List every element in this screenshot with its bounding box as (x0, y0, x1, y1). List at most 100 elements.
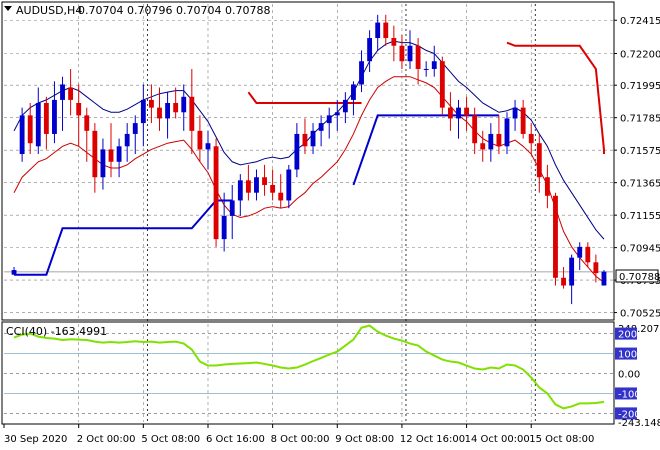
candle[interactable] (528, 123, 534, 155)
candle-body (536, 143, 542, 178)
cci-level-badge (615, 407, 637, 420)
candle[interactable] (544, 164, 550, 209)
candle[interactable] (254, 169, 259, 201)
candle[interactable] (302, 118, 308, 155)
candle[interactable] (391, 25, 397, 62)
candle[interactable] (334, 99, 340, 131)
candle-body (148, 99, 154, 108)
candle[interactable] (407, 30, 413, 69)
candle-body (318, 123, 324, 131)
candle[interactable] (480, 130, 486, 162)
candle[interactable] (11, 266, 17, 275)
candle-body (496, 133, 502, 147)
candle[interactable] (464, 96, 470, 131)
candle[interactable] (270, 169, 276, 201)
current-price-marker (615, 269, 659, 283)
candle[interactable] (431, 45, 437, 77)
cci-level-label: -200 (618, 409, 641, 420)
candle[interactable] (593, 254, 599, 283)
candle-body (11, 270, 17, 275)
candle[interactable] (181, 84, 187, 131)
candle[interactable] (108, 123, 114, 178)
candle[interactable] (423, 61, 429, 77)
stop-line-3 (506, 41, 605, 155)
candle[interactable] (496, 115, 502, 155)
candle[interactable] (19, 107, 25, 162)
cci-level-label: -100 (618, 389, 641, 400)
candle-body (132, 123, 138, 134)
candle[interactable] (140, 84, 146, 147)
candle[interactable] (286, 164, 292, 209)
candle[interactable] (447, 92, 453, 131)
candle[interactable] (92, 123, 98, 193)
candle[interactable] (189, 68, 195, 155)
candle[interactable] (342, 92, 348, 124)
price-tick-label: 0.71155 (620, 211, 660, 222)
candle[interactable] (294, 123, 300, 178)
candle[interactable] (27, 102, 33, 155)
candle[interactable] (100, 138, 106, 190)
candle-body (585, 246, 591, 263)
candle[interactable] (229, 184, 235, 240)
candle[interactable] (116, 138, 122, 178)
candle[interactable] (262, 164, 267, 196)
candle-body (254, 177, 259, 193)
candle[interactable] (359, 50, 364, 93)
candle[interactable] (205, 130, 211, 170)
candle[interactable] (173, 87, 179, 119)
candle[interactable] (318, 115, 324, 147)
candle[interactable] (237, 174, 243, 216)
candle[interactable] (472, 107, 478, 155)
candle[interactable] (488, 123, 494, 162)
candle-body (310, 130, 316, 147)
candle-body (342, 99, 348, 113)
candle[interactable] (383, 14, 389, 46)
candle[interactable] (245, 164, 251, 201)
candle[interactable] (512, 99, 518, 131)
candle[interactable] (310, 123, 316, 155)
candle[interactable] (520, 99, 526, 139)
candle[interactable] (278, 174, 284, 209)
candle[interactable] (399, 34, 405, 69)
candle[interactable] (367, 30, 373, 73)
candle[interactable] (536, 133, 542, 193)
candle[interactable] (585, 242, 591, 267)
stop-line-0 (14, 199, 233, 276)
price-tick-label: 0.71365 (620, 179, 660, 190)
candle[interactable] (221, 192, 227, 252)
candle[interactable] (60, 76, 65, 131)
candle[interactable] (375, 14, 381, 51)
candle[interactable] (43, 96, 49, 150)
cci-layer (4, 324, 614, 414)
candle[interactable] (601, 270, 607, 286)
candle[interactable] (415, 38, 421, 85)
candle[interactable] (351, 81, 356, 116)
candle[interactable] (52, 81, 57, 144)
candle[interactable] (148, 84, 154, 124)
candle[interactable] (577, 242, 583, 271)
candle[interactable] (439, 56, 445, 116)
candle[interactable] (326, 107, 332, 139)
candle[interactable] (569, 254, 575, 305)
candle[interactable] (553, 192, 558, 286)
candle-layer[interactable] (11, 14, 607, 305)
candle-body (407, 45, 413, 62)
candle[interactable] (456, 99, 461, 139)
candle[interactable] (124, 123, 130, 162)
cci-level-badge (615, 327, 637, 340)
candle[interactable] (213, 138, 219, 247)
candle[interactable] (35, 87, 41, 155)
candle[interactable] (76, 84, 82, 147)
candle[interactable] (165, 92, 171, 139)
candle[interactable] (132, 115, 138, 155)
candle[interactable] (561, 266, 566, 289)
chart-dropdown-icon[interactable] (4, 6, 12, 11)
candle[interactable] (84, 107, 90, 162)
candle-body (27, 115, 33, 144)
candle[interactable] (68, 68, 74, 116)
price-tick-label: 0.71575 (620, 146, 660, 157)
candle[interactable] (197, 115, 203, 162)
candle[interactable] (157, 87, 162, 131)
candle[interactable] (504, 112, 510, 155)
